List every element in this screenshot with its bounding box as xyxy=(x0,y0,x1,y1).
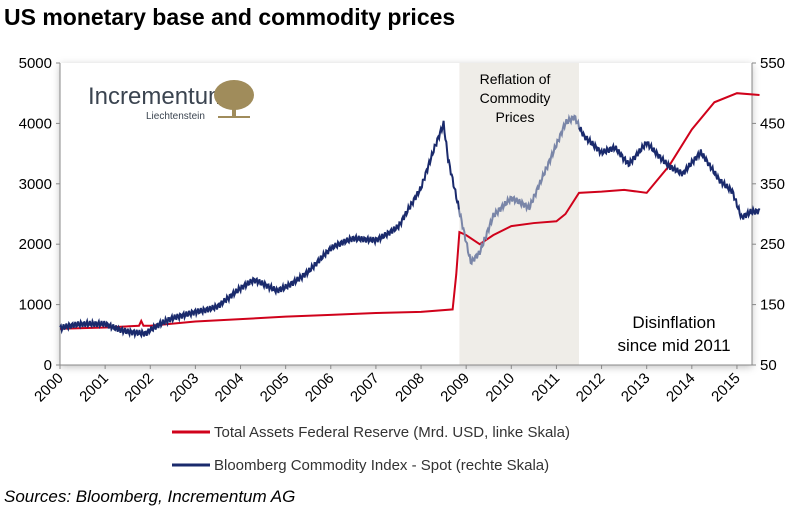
x-tick-label: 2014 xyxy=(663,370,699,406)
left-tick-label: 3000 xyxy=(19,176,52,193)
left-tick-label: 0 xyxy=(44,357,52,374)
left-tick-label: 1000 xyxy=(19,297,52,314)
legend-label: Bloomberg Commodity Index - Spot (rechte… xyxy=(214,457,549,474)
x-tick-label: 2006 xyxy=(302,370,338,406)
x-tick-label: 2010 xyxy=(483,370,519,406)
right-tick-label: 50 xyxy=(760,357,777,374)
right-tick-label: 150 xyxy=(760,297,785,314)
logo-text: Incrementum xyxy=(88,83,228,110)
chart-title: US monetary base and commodity prices xyxy=(4,4,456,30)
x-tick-label: 2003 xyxy=(167,370,203,406)
x-tick-label: 2012 xyxy=(573,370,609,406)
x-tick-label: 2008 xyxy=(392,370,428,406)
x-tick-label: 2009 xyxy=(437,370,473,406)
x-tick-label: 2005 xyxy=(257,370,293,406)
shaded-region xyxy=(459,63,579,365)
logo: Incrementum Liechtenstein xyxy=(88,80,254,122)
series-line-commodity-index xyxy=(59,120,460,340)
x-tick-label: 2007 xyxy=(347,370,383,406)
shaded-region-label: Reflation of Commodity Prices xyxy=(480,71,551,125)
x-tick-label: 2013 xyxy=(618,370,654,406)
x-tick-label: 2002 xyxy=(121,370,157,406)
left-tick-label: 4000 xyxy=(19,115,52,132)
x-tick-label: 2000 xyxy=(31,370,67,406)
x-tick-label: 2015 xyxy=(708,370,744,406)
disinflation-annotation: Disinflation since mid 2011 xyxy=(617,313,730,355)
series-line-fed-assets xyxy=(59,92,760,330)
series-line-commodity-index xyxy=(578,126,761,221)
left-tick-label: 2000 xyxy=(19,236,52,253)
x-tick-label: 2004 xyxy=(212,370,248,406)
tree-icon xyxy=(214,80,254,118)
series-line-commodity-index xyxy=(457,113,580,266)
x-tick-label: 2001 xyxy=(76,370,112,406)
right-tick-label: 250 xyxy=(760,236,785,253)
left-tick-label: 5000 xyxy=(19,55,52,72)
right-tick-label: 350 xyxy=(760,176,785,193)
logo-subtext: Liechtenstein xyxy=(146,111,205,122)
sources-note: Sources: Bloomberg, Incrementum AG xyxy=(4,487,296,506)
legend-label: Total Assets Federal Reserve (Mrd. USD, … xyxy=(214,424,570,441)
right-tick-label: 450 xyxy=(760,115,785,132)
x-tick-label: 2011 xyxy=(528,370,563,405)
right-tick-label: 550 xyxy=(760,55,785,72)
